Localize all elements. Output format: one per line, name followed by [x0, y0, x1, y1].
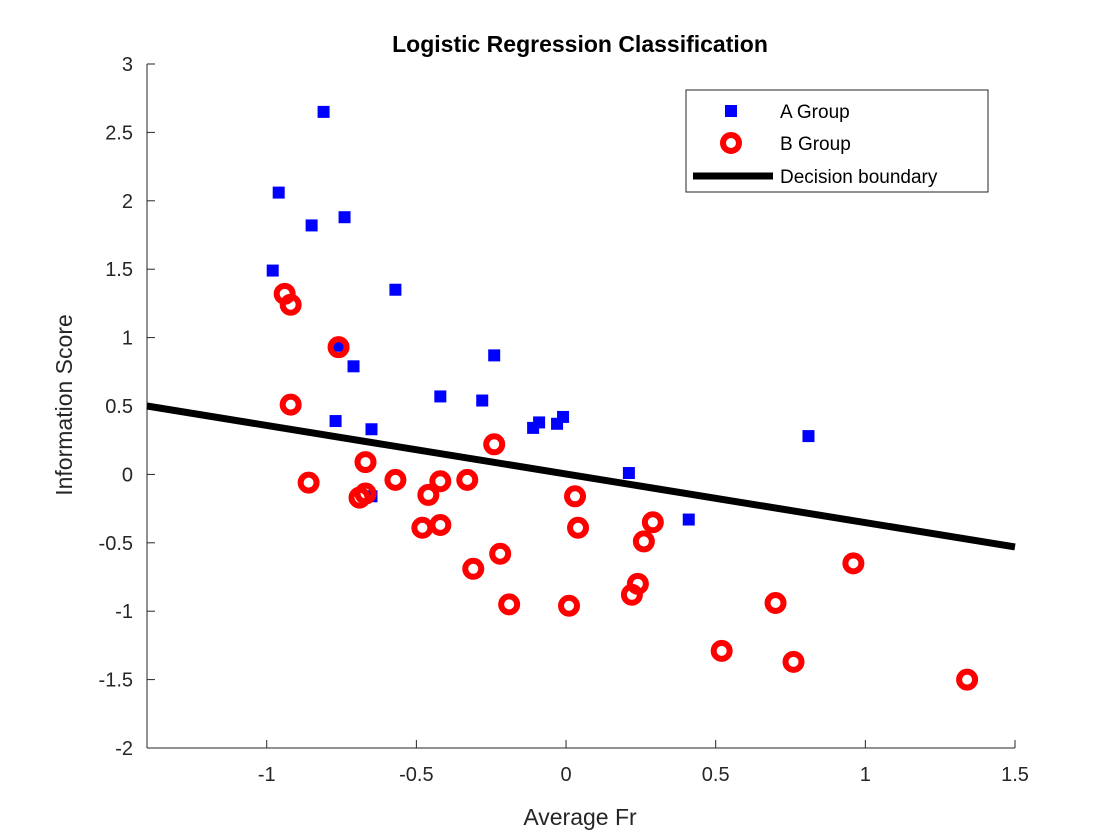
a-group-point: [317, 105, 330, 118]
b-group-point: [384, 468, 407, 491]
b-group-point: [429, 470, 452, 493]
b-group-point: [411, 516, 434, 539]
y-axis-label: Information Score: [51, 314, 77, 496]
a-group-point: [434, 390, 447, 403]
y-tick-label: 1: [122, 328, 133, 350]
b-group-point: [354, 482, 377, 505]
b-group-point: [956, 668, 979, 691]
b-group-point: [327, 336, 350, 359]
b-group-point: [279, 293, 302, 316]
a-group-point: [682, 513, 695, 526]
b-group-point: [564, 485, 587, 508]
y-tick-label: -1: [115, 601, 133, 623]
x-tick-label: -0.5: [399, 764, 433, 786]
a-group-point: [329, 415, 342, 428]
b-group-point: [632, 530, 655, 553]
b-group-point: [462, 557, 485, 580]
chart-title: Logistic Regression Classification: [392, 31, 768, 57]
decision-boundary-line: [146, 402, 1016, 551]
a-group-point: [533, 416, 546, 429]
b-group-point: [620, 583, 643, 606]
legend: A Group B Group Decision boundary: [685, 89, 989, 193]
y-tick-label: 2.5: [105, 122, 133, 144]
x-axis-label: Average Fr: [523, 804, 637, 830]
a-group-point: [802, 430, 815, 443]
b-group-point: [498, 593, 521, 616]
b-group-point: [782, 650, 805, 673]
a-group-point: [347, 360, 360, 373]
a-group-point: [305, 219, 318, 232]
y-tick-label: 3: [122, 54, 133, 76]
b-group-point: [417, 483, 440, 506]
y-tick-label: 0.5: [105, 396, 133, 418]
y-tick-label: 1.5: [105, 259, 133, 281]
a-group-point: [488, 349, 501, 362]
b-group-point: [483, 433, 506, 456]
legend-label: B Group: [780, 134, 851, 155]
y-tick-label: -0.5: [99, 533, 133, 555]
a-group-point: [338, 211, 351, 224]
a-group-point: [622, 467, 635, 480]
a-group-point: [266, 264, 279, 277]
plot-lines: [146, 402, 1016, 551]
a-group-point: [272, 186, 285, 199]
x-tick-label: 0.5: [702, 764, 730, 786]
b-group-point: [429, 514, 452, 537]
legend-circle-marker: [720, 132, 742, 154]
a-group-point: [365, 423, 378, 436]
b-group-point: [641, 511, 664, 534]
b-group-point: [456, 468, 479, 491]
legend-label: Decision boundary: [780, 167, 938, 188]
b-group-point: [279, 393, 302, 416]
x-tick-label: 1.5: [1001, 764, 1029, 786]
b-group-point: [489, 542, 512, 565]
y-tick-label: -2: [115, 738, 133, 760]
y-tick-label: -1.5: [99, 670, 133, 692]
a-group-point: [557, 410, 570, 423]
b-group-point: [710, 639, 733, 662]
b-group-point: [567, 516, 590, 539]
b-group-point: [558, 594, 581, 617]
x-tick-label: -1: [258, 764, 276, 786]
b-group-point: [354, 451, 377, 474]
a-group-point: [389, 283, 402, 296]
x-tick-label: 0: [560, 764, 571, 786]
b-group-point: [764, 591, 787, 614]
y-tick-label: 0: [122, 464, 133, 486]
b-group-point: [297, 471, 320, 494]
legend-label: A Group: [780, 102, 850, 123]
x-tick-label: 1: [860, 764, 871, 786]
y-tick-label: 2: [122, 191, 133, 213]
plot-points: [266, 105, 979, 691]
axes: -1 -0.5 0 0.5 1 1.5 -2 -1.5 -1 -0.5 0 0.5 1 1.5 2 2.5 3: [99, 54, 1029, 786]
a-group-point: [476, 394, 489, 407]
b-group-point: [842, 552, 865, 575]
legend-square-marker: [725, 105, 737, 117]
